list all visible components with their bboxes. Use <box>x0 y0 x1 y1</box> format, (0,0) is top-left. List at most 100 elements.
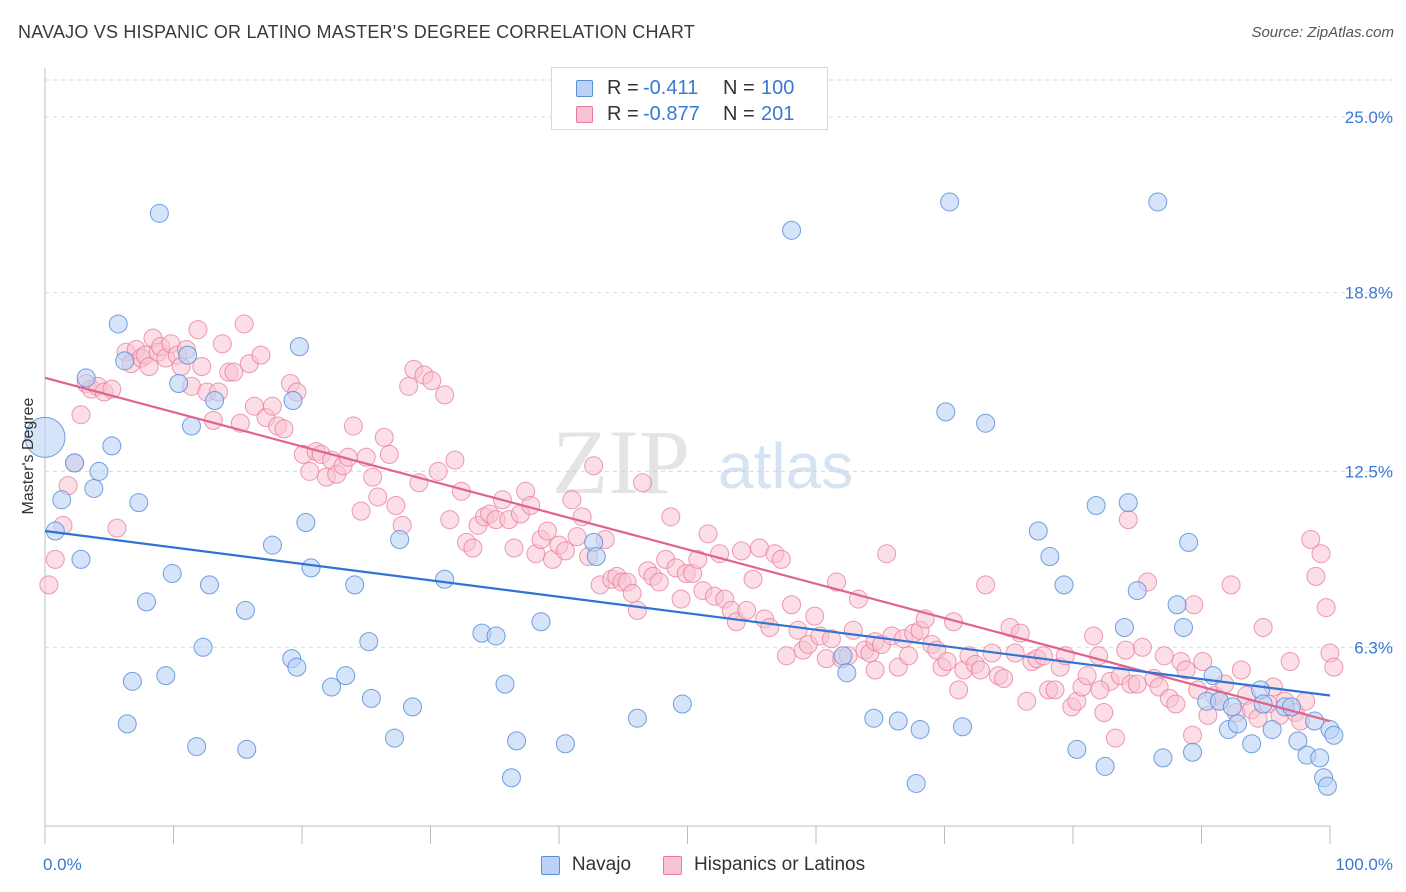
navajo-point <box>555 734 575 754</box>
navajo-point <box>385 728 405 748</box>
navajo-point <box>888 711 908 731</box>
navajo-point <box>1179 532 1199 552</box>
navajo-point <box>76 368 96 388</box>
watermark-atlas: atlas <box>718 430 853 502</box>
navajo-point <box>435 569 455 589</box>
hispanic-point <box>39 575 59 595</box>
navajo-point <box>193 637 213 657</box>
hispanic-point <box>1127 674 1147 694</box>
navajo-point <box>24 416 66 458</box>
legend-item-navajo[interactable]: Navajo <box>540 854 632 876</box>
navajo-point <box>1227 714 1247 734</box>
hispanic-point <box>251 345 271 365</box>
hispanic-point <box>1033 646 1053 666</box>
navajo-point <box>837 663 857 683</box>
hispanic-point <box>107 518 127 538</box>
y-tick-label: 18.8% <box>1345 284 1393 303</box>
hispanic-point <box>782 595 802 615</box>
navajo-point <box>115 351 135 371</box>
hispanic-point <box>399 376 419 396</box>
hispanic-point <box>843 620 863 640</box>
navajo-point <box>71 549 91 569</box>
legend-label-navajo: Navajo <box>571 854 632 875</box>
series-legend: Navajo Hispanics or Latinos <box>0 851 1406 879</box>
hispanic-point <box>1253 617 1273 637</box>
hispanic-point <box>865 660 885 680</box>
hispanic-point <box>731 541 751 561</box>
hispanic-point <box>1017 691 1037 711</box>
navajo-point <box>627 708 647 728</box>
hispanic-point <box>1316 598 1336 618</box>
navajo-point <box>1183 742 1203 762</box>
hispanic-point <box>440 510 460 530</box>
navajo-point <box>108 314 128 334</box>
navajo-point <box>345 575 365 595</box>
navajo-point <box>102 436 122 456</box>
hispanic-point <box>821 629 841 649</box>
hispanic-point <box>827 572 847 592</box>
y-axis-label: Master's Degree <box>20 397 37 514</box>
legend-row-hispanic: R = -0.877 N = 201 <box>576 102 794 126</box>
n-label: N = <box>723 102 755 125</box>
y-tick-label: 6.3% <box>1354 638 1393 657</box>
hispanic-point <box>188 320 208 340</box>
navajo-point <box>403 697 423 717</box>
navajo-point <box>833 646 853 666</box>
hispanic-point <box>386 495 406 515</box>
hispanic-point <box>262 396 282 416</box>
navajo-point <box>89 461 109 481</box>
hispanic-point <box>463 538 483 558</box>
hispanic-point <box>343 416 363 436</box>
tick-labels: 6.3% 12.5% 18.8% 25.0% 0.0% 100.0% <box>43 108 1393 874</box>
hispanic-point <box>1231 660 1251 680</box>
navajo-point <box>237 739 257 759</box>
hispanic-point <box>760 617 780 637</box>
hispanic-point <box>1084 626 1104 646</box>
hispanic-point <box>428 461 448 481</box>
hispanic-point <box>877 544 897 564</box>
navajo-point <box>296 512 316 532</box>
navajo-point <box>336 666 356 686</box>
hispanic-point <box>445 450 465 470</box>
hispanic-point <box>1193 651 1213 671</box>
trend-lines <box>44 376 1331 723</box>
hispanic-point <box>949 680 969 700</box>
hispanic-point <box>363 467 383 487</box>
navajo-point <box>1127 581 1147 601</box>
hispanic-point <box>584 456 604 476</box>
navajo-point <box>672 694 692 714</box>
hispanic-point <box>504 538 524 558</box>
navajo-trend-line <box>44 529 1331 697</box>
navajo-point <box>501 768 521 788</box>
navajo-point <box>361 688 381 708</box>
navajo-point <box>1310 748 1330 768</box>
x-tick-label: 100.0% <box>1335 855 1393 874</box>
hispanic-point <box>572 507 592 527</box>
hispanic-swatch <box>576 105 593 123</box>
hispanic-point <box>1094 703 1114 723</box>
r-label: R = <box>607 102 639 125</box>
y-tick-label: 25.0% <box>1345 108 1393 127</box>
navajo-swatch <box>576 79 593 97</box>
hispanic-point <box>976 575 996 595</box>
hispanic-point <box>368 487 388 507</box>
hispanic-point <box>1301 530 1321 550</box>
hispanic-point <box>698 524 718 544</box>
hispanic-point <box>274 419 294 439</box>
hispanic-point <box>899 646 919 666</box>
hispanic-point <box>1132 637 1152 657</box>
hispanic-point <box>562 490 582 510</box>
hispanic-point <box>351 501 371 521</box>
hispanic-point <box>771 549 791 569</box>
hispanic-point <box>649 572 669 592</box>
navajo-point <box>262 535 282 555</box>
navajo-point <box>122 671 142 691</box>
legend-item-hispanic[interactable]: Hispanics or Latinos <box>663 854 865 876</box>
hispanic-point <box>737 600 757 620</box>
hispanic-point <box>743 569 763 589</box>
hispanic-point <box>1105 728 1125 748</box>
navajo-point <box>187 737 207 757</box>
navajo-point <box>169 374 189 394</box>
hispanic-point <box>1166 694 1186 714</box>
